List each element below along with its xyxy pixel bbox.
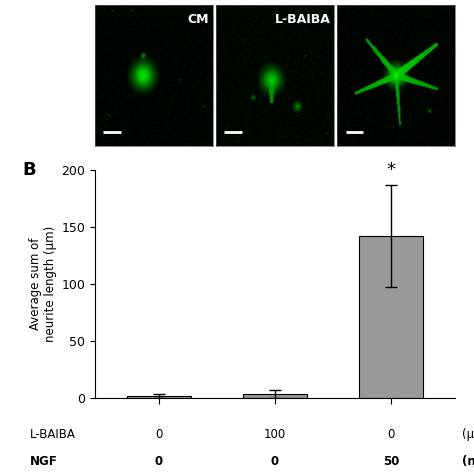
Text: 0: 0 — [271, 455, 279, 468]
Text: (nM): (nM) — [462, 455, 474, 468]
Text: 0: 0 — [155, 455, 163, 468]
Text: 50: 50 — [383, 455, 399, 468]
Bar — [359, 236, 423, 398]
Text: *: * — [387, 161, 396, 179]
Text: L-BAIBA: L-BAIBA — [30, 428, 76, 441]
Text: 0: 0 — [387, 428, 395, 441]
Bar — [127, 396, 191, 398]
Text: L-BAIBA: L-BAIBA — [274, 13, 330, 26]
Bar — [243, 393, 307, 398]
Y-axis label: Average sum of
neurite length (μm): Average sum of neurite length (μm) — [29, 226, 57, 342]
Text: CM: CM — [188, 13, 209, 26]
Text: NGF: NGF — [30, 455, 58, 468]
Text: B: B — [23, 161, 36, 179]
Text: 100: 100 — [264, 428, 286, 441]
Text: 0: 0 — [155, 428, 163, 441]
Text: (μM): (μM) — [462, 428, 474, 441]
